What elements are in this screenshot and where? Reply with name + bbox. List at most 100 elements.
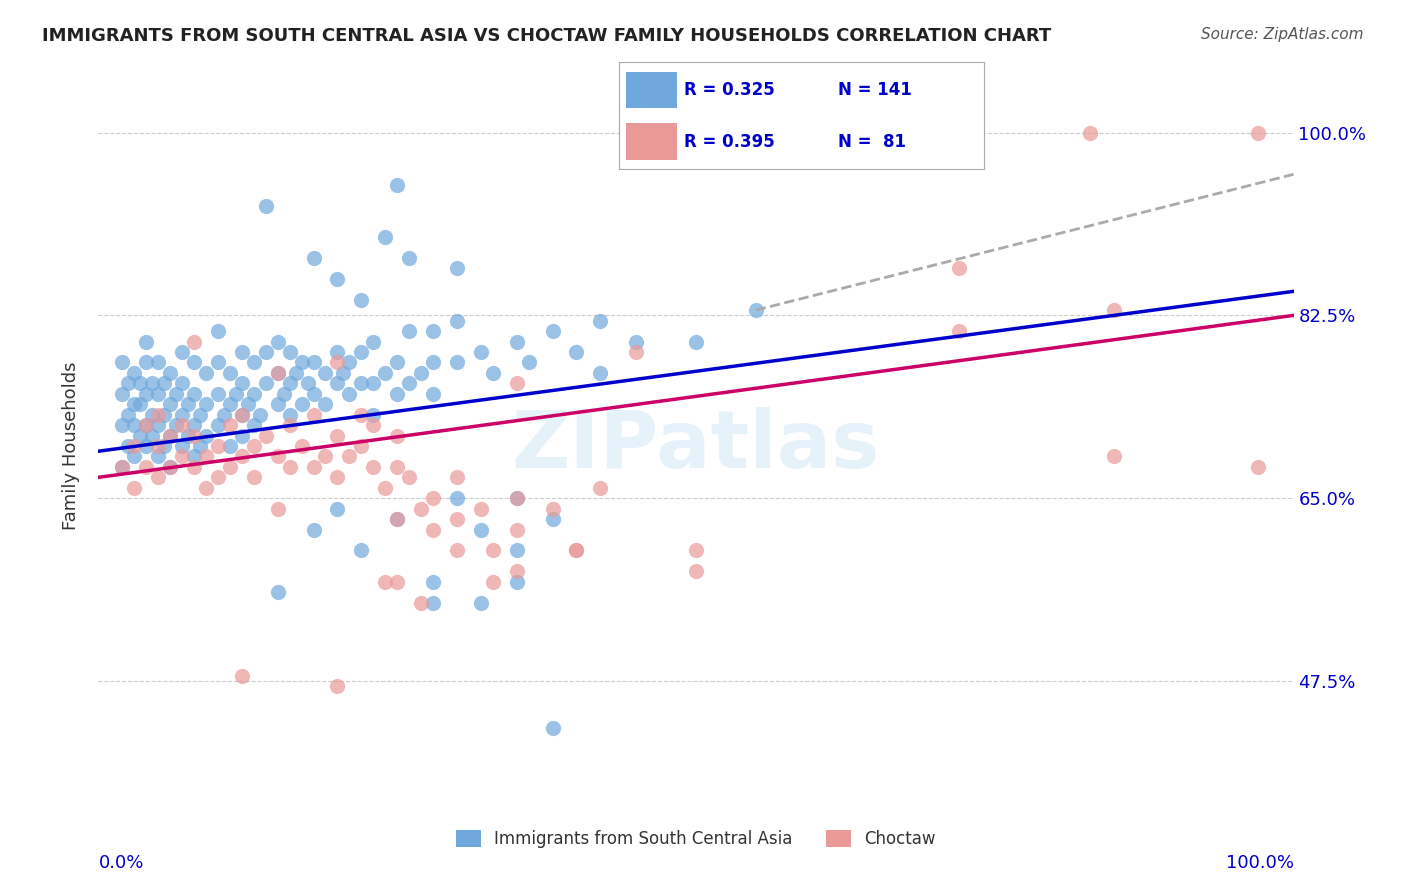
Text: R = 0.325: R = 0.325 — [685, 81, 775, 99]
Point — [363, 418, 385, 433]
Point — [541, 721, 564, 735]
Point — [385, 459, 409, 474]
Point — [374, 366, 396, 380]
Point — [948, 261, 970, 276]
Point — [326, 376, 349, 391]
Point — [385, 355, 409, 369]
Point — [398, 324, 420, 338]
Point — [422, 596, 444, 610]
Point — [212, 408, 235, 422]
Text: N = 141: N = 141 — [838, 81, 912, 99]
Point — [745, 303, 768, 318]
Point — [1104, 450, 1126, 464]
Point — [183, 334, 205, 349]
Point — [243, 386, 266, 401]
Point — [135, 386, 157, 401]
Point — [446, 313, 468, 327]
Point — [411, 501, 433, 516]
Point — [148, 386, 170, 401]
Point — [446, 355, 468, 369]
Point — [117, 439, 139, 453]
Point — [159, 459, 181, 474]
Point — [124, 481, 146, 495]
Point — [141, 428, 163, 442]
Point — [124, 397, 146, 411]
Point — [172, 418, 194, 433]
Point — [249, 408, 271, 422]
Point — [243, 418, 266, 433]
Point — [165, 386, 187, 401]
Point — [177, 397, 200, 411]
Point — [374, 230, 396, 244]
Point — [153, 376, 176, 391]
Point — [422, 324, 444, 338]
Point — [207, 355, 229, 369]
Point — [517, 355, 540, 369]
Point — [385, 386, 409, 401]
Point — [411, 596, 433, 610]
Point — [350, 345, 373, 359]
Point — [297, 376, 319, 391]
Point — [291, 397, 314, 411]
Point — [219, 439, 242, 453]
Point — [267, 366, 290, 380]
Point — [350, 408, 373, 422]
Point — [326, 272, 349, 286]
Point — [267, 585, 290, 599]
Point — [302, 355, 325, 369]
Point — [398, 251, 420, 265]
Point — [243, 470, 266, 484]
Point — [278, 418, 301, 433]
Point — [195, 366, 218, 380]
Point — [363, 408, 385, 422]
Point — [225, 386, 247, 401]
Point — [159, 366, 181, 380]
Point — [267, 450, 290, 464]
Point — [350, 543, 373, 558]
Point — [302, 459, 325, 474]
Point — [148, 450, 170, 464]
Point — [195, 428, 218, 442]
Point — [291, 355, 314, 369]
Point — [231, 345, 253, 359]
Point — [183, 355, 205, 369]
Text: 100.0%: 100.0% — [1226, 854, 1294, 871]
Point — [589, 313, 612, 327]
Point — [159, 428, 181, 442]
Point — [1080, 126, 1102, 140]
Point — [326, 345, 349, 359]
Point — [422, 355, 444, 369]
Point — [124, 418, 146, 433]
Point — [135, 459, 157, 474]
Point — [172, 376, 194, 391]
Point — [135, 418, 157, 433]
Point — [506, 543, 529, 558]
Point — [470, 345, 492, 359]
Point — [446, 512, 468, 526]
Point — [278, 376, 301, 391]
Point — [273, 386, 295, 401]
Point — [172, 450, 194, 464]
FancyBboxPatch shape — [626, 72, 678, 109]
Point — [385, 574, 409, 589]
Point — [148, 418, 170, 433]
Point — [315, 366, 337, 380]
Point — [172, 439, 194, 453]
Point — [159, 397, 181, 411]
Point — [302, 523, 325, 537]
Point — [481, 574, 505, 589]
Point — [219, 459, 242, 474]
Point — [111, 386, 134, 401]
Point — [506, 376, 529, 391]
Point — [315, 397, 337, 411]
Text: IMMIGRANTS FROM SOUTH CENTRAL ASIA VS CHOCTAW FAMILY HOUSEHOLDS CORRELATION CHAR: IMMIGRANTS FROM SOUTH CENTRAL ASIA VS CH… — [42, 27, 1052, 45]
Point — [326, 470, 349, 484]
Point — [135, 439, 157, 453]
Point — [411, 366, 433, 380]
Point — [135, 418, 157, 433]
Point — [183, 418, 205, 433]
Point — [129, 397, 152, 411]
Point — [385, 512, 409, 526]
Point — [626, 345, 648, 359]
Point — [172, 408, 194, 422]
